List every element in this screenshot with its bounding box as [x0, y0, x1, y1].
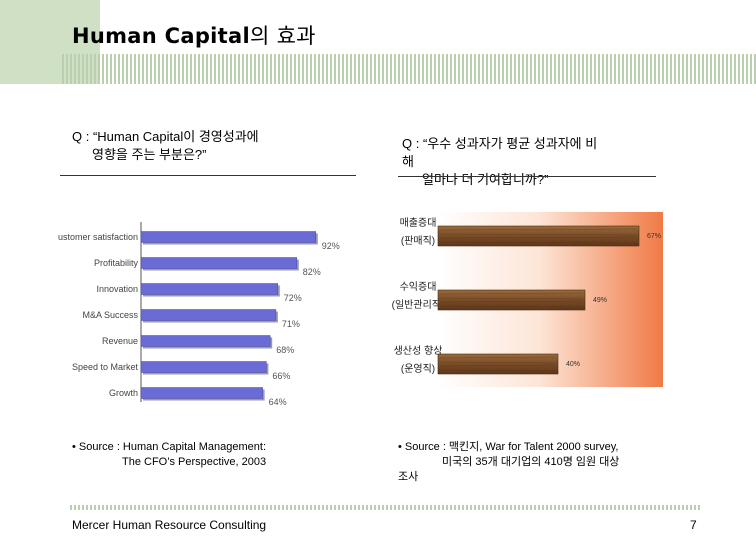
left-bar — [140, 231, 317, 243]
right-question-line1: Q : “우수 성과자가 평균 성과자에 비 — [402, 136, 598, 151]
left-value-label: 66% — [272, 371, 290, 381]
footer-pattern — [70, 505, 700, 510]
right-category-sublabel: (운영직) — [401, 363, 435, 375]
left-category-label: Revenue — [102, 336, 138, 346]
left-question-line2: 영향을 주는 부분은?” — [92, 147, 207, 162]
title-underline-pattern — [62, 54, 756, 84]
right-category-label: 생산성 향상 — [394, 345, 443, 357]
right-bar-grain — [439, 364, 557, 367]
left-category-label: Innovation — [96, 284, 138, 294]
left-source-line2: The CFO’s Perspective, 2003 — [122, 456, 267, 468]
right-source: • Source : 맥킨지, War for Talent 2000 surv… — [398, 440, 619, 485]
slide-title-en: Human Capital — [72, 24, 250, 48]
right-bar-grain — [439, 297, 584, 300]
left-value-label: 71% — [282, 319, 300, 329]
right-source-line2: 미국의 35개 대기업의 410명 임원 대상 — [442, 456, 620, 468]
right-bar — [437, 289, 586, 311]
right-value-label: 67% — [647, 233, 661, 240]
right-source-line1: • Source : 맥킨지, War for Talent 2000 surv… — [398, 441, 619, 453]
page-number: 7 — [690, 518, 697, 532]
left-question-line1: Q : “Human Capital이 경영성과에 — [72, 129, 259, 144]
right-bar-grain — [439, 228, 638, 231]
right-question: Q : “우수 성과자가 평균 성과자에 비 해 얼마나 더 기여합니까?” — [402, 135, 597, 189]
slide-title-kr: 의 효과 — [249, 24, 316, 48]
left-category-label: Customer satisfaction — [58, 232, 138, 242]
right-bar-grain — [439, 292, 584, 295]
left-source: • Source : Human Capital Management: The… — [72, 440, 266, 470]
left-bar — [140, 361, 267, 373]
left-value-label: 92% — [322, 241, 340, 251]
right-category-label: 매출증대 — [400, 217, 437, 229]
right-divider — [398, 176, 656, 177]
right-bar-grain — [439, 356, 557, 359]
right-category-label: 수익증대 — [400, 281, 437, 293]
left-source-line1: • Source : Human Capital Management: — [72, 441, 267, 453]
right-category-sublabel: (일반관리직) — [392, 299, 445, 311]
left-value-label: 64% — [269, 397, 287, 407]
right-bar-grain — [439, 236, 638, 239]
left-value-label: 82% — [303, 267, 321, 277]
left-value-label: 72% — [284, 293, 302, 303]
right-bar-grain — [439, 300, 584, 303]
left-bar — [140, 283, 279, 295]
slide-title: Human Capital의 효과 — [72, 20, 316, 50]
right-bar-grain — [439, 305, 584, 308]
right-value-label: 40% — [566, 361, 580, 368]
right-question-line3: 얼마나 더 기여합니까?” — [422, 172, 549, 187]
left-bar — [140, 387, 263, 399]
left-category-label: Profitability — [94, 258, 139, 268]
right-bar-grain — [439, 241, 638, 244]
left-bar-chart: Customer satisfaction 92% Profitability 82%… — [58, 222, 340, 407]
footer-text: Mercer Human Resource Consulting — [72, 518, 267, 532]
right-bar — [437, 225, 640, 247]
left-bar — [140, 257, 298, 269]
left-divider — [60, 175, 356, 176]
left-question: Q : “Human Capital이 경영성과에 영향을 주는 부분은?” — [72, 128, 259, 164]
right-bar — [437, 353, 559, 375]
left-bar — [140, 335, 271, 347]
left-category-label: M&A Success — [82, 310, 138, 320]
right-bar-grain — [439, 361, 557, 364]
right-bar-chart: 매출증대 (판매직) 67% 수익증대 (일반관리직) 49% 생산성 향상 (운영직) 40% — [392, 212, 663, 387]
right-value-label: 49% — [593, 297, 607, 304]
left-value-label: 68% — [276, 345, 294, 355]
left-bar — [140, 309, 277, 321]
right-source-line3: 조사 — [398, 471, 419, 483]
left-category-label: Growth — [109, 388, 138, 398]
right-category-sublabel: (판매직) — [401, 235, 435, 247]
right-bar-grain — [439, 369, 557, 372]
left-category-label: Speed to Market — [72, 362, 139, 372]
right-bar-grain — [439, 233, 638, 236]
right-question-line2: 해 — [402, 154, 414, 169]
